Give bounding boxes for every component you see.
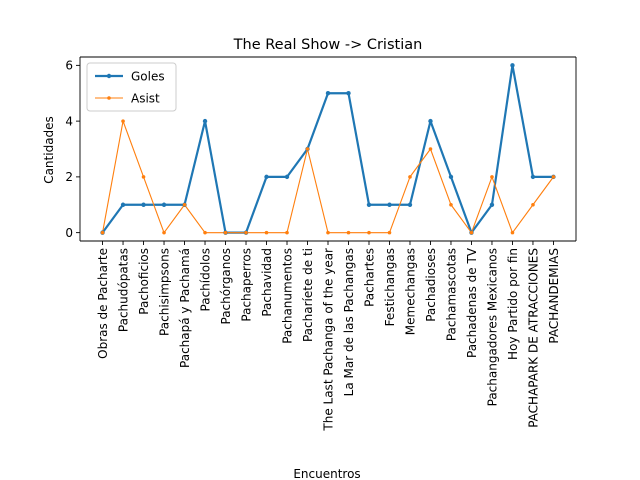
data-point-goles xyxy=(407,202,413,207)
data-point-asist xyxy=(531,202,535,207)
x-tick-label: Pachartes xyxy=(362,248,376,307)
data-point-asist xyxy=(469,230,474,235)
data-point-goles xyxy=(141,202,146,207)
data-point-asist xyxy=(141,175,146,179)
data-point-asist xyxy=(326,230,330,235)
x-tick-label: Pachórganos xyxy=(219,248,233,325)
data-point-asist xyxy=(285,230,289,235)
data-point-goles xyxy=(387,202,392,207)
data-point-asist xyxy=(551,175,556,179)
x-tick-label: Pachaperros xyxy=(239,248,253,322)
data-point-asist xyxy=(490,175,494,179)
data-point-goles xyxy=(489,202,495,207)
data-point-goles xyxy=(264,174,269,180)
x-tick-label: Pachudópatas xyxy=(116,248,130,332)
chart-title: The Real Show -> Cristian xyxy=(233,37,423,53)
x-tick-label: Obras de Pacharte xyxy=(96,248,110,359)
y-tick-label: 4 xyxy=(65,114,73,128)
data-point-asist xyxy=(100,230,105,235)
data-point-asist xyxy=(244,230,248,235)
data-point-asist xyxy=(449,202,453,207)
y-tick-label: 2 xyxy=(65,170,73,184)
legend-label-asist: Asist xyxy=(131,91,160,105)
legend-marker-asist xyxy=(107,96,111,100)
data-point-goles xyxy=(202,118,208,124)
x-tick-label: Pachamascotas xyxy=(444,248,458,341)
data-point-goles xyxy=(120,202,126,207)
x-tick-label: Pachadenas de TV xyxy=(465,247,479,358)
data-point-goles xyxy=(428,118,433,124)
data-point-goles xyxy=(325,91,331,96)
data-point-goles xyxy=(346,91,351,96)
x-tick-label: Pachadioses xyxy=(424,248,438,322)
x-tick-label: Pacharíete de ti xyxy=(301,248,315,342)
x-tick-label: Pachavidad xyxy=(260,248,274,317)
legend-marker-goles xyxy=(106,73,112,79)
x-tick-label: Pachisimpsons xyxy=(157,248,171,336)
data-point-asist xyxy=(510,230,515,235)
x-axis-label: Encuentros xyxy=(293,467,360,480)
x-tick-label: Pachoficios xyxy=(137,248,151,315)
data-point-goles xyxy=(510,63,515,68)
series-markers xyxy=(100,63,556,235)
y-tick-label: 0 xyxy=(65,226,73,240)
x-axis-ticks: Obras de Pacharte Pachudópatas Pachoficios… xyxy=(96,241,561,432)
x-tick-label: Hoy Partido por fin xyxy=(506,248,520,360)
x-tick-label: Pachangadores Mexicanos xyxy=(485,248,499,406)
data-point-asist xyxy=(305,147,310,151)
data-point-asist xyxy=(203,230,207,235)
data-point-asist xyxy=(162,230,166,235)
data-point-asist xyxy=(121,119,125,123)
x-tick-label: Memechangas xyxy=(403,248,417,335)
x-tick-label: Festichangas xyxy=(383,248,397,326)
data-point-asist xyxy=(182,202,187,207)
x-tick-label: Pachídolos xyxy=(198,248,212,311)
data-point-asist xyxy=(264,230,269,235)
x-tick-label: PACHANDEMIAS xyxy=(547,248,561,344)
legend-label-goles: Goles xyxy=(131,69,165,83)
data-point-goles xyxy=(161,202,167,207)
data-point-asist xyxy=(428,147,433,151)
y-axis-label: Cantidades xyxy=(42,116,56,184)
y-axis-ticks: 0 2 4 6 xyxy=(65,59,80,240)
data-point-asist xyxy=(408,175,412,179)
x-tick-label: PACHAPARK DE ATRACCIONES xyxy=(526,248,540,428)
x-tick-label: La Mar de las Pachangas xyxy=(342,248,356,396)
data-point-goles xyxy=(284,174,290,180)
data-point-goles xyxy=(530,174,536,180)
data-point-asist xyxy=(367,230,371,235)
data-point-asist xyxy=(223,230,228,235)
x-tick-label: Pachanumentos xyxy=(280,248,294,344)
x-tick-label: The Last Pachanga of the year xyxy=(321,248,335,432)
data-point-asist xyxy=(346,230,351,235)
data-point-asist xyxy=(387,230,392,235)
y-tick-label: 6 xyxy=(65,59,73,73)
legend: Goles Asist xyxy=(86,62,177,112)
data-point-goles xyxy=(448,174,454,180)
data-point-goles xyxy=(366,202,372,207)
x-tick-label: Pachapá y Pachamá xyxy=(178,248,192,368)
